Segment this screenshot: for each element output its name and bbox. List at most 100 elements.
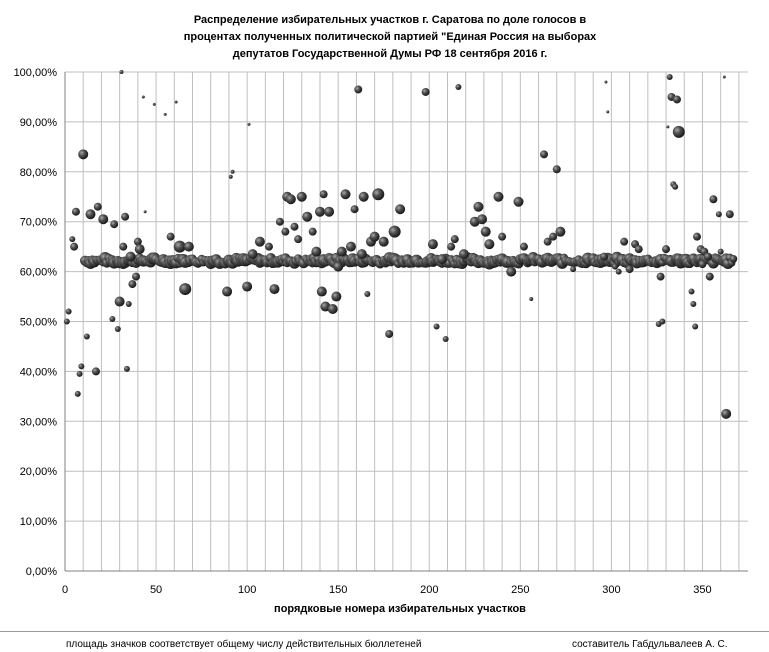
data-point (281, 227, 290, 236)
data-point (247, 122, 251, 126)
data-point (290, 222, 299, 231)
data-point (692, 323, 699, 330)
data-point (93, 202, 102, 211)
data-point (63, 318, 70, 325)
data-point (693, 232, 702, 241)
data-point (70, 242, 79, 251)
data-point (152, 102, 156, 106)
data-point (570, 266, 577, 273)
data-point (717, 248, 724, 255)
data-point (722, 75, 726, 79)
data-point (331, 291, 342, 302)
data-point (455, 83, 462, 90)
data-point (450, 235, 459, 244)
chart-title-line-2: процентах полученных политической партие… (183, 31, 597, 43)
data-point (110, 220, 119, 229)
y-tick-label: 30,00% (20, 416, 58, 428)
data-point (715, 211, 722, 218)
data-point (179, 283, 192, 296)
chart-title-line-1: Распределение избирательных участков г. … (193, 14, 587, 26)
y-tick-label: 20,00% (20, 466, 58, 478)
data-point (121, 212, 130, 221)
data-point (314, 206, 325, 217)
x-tick-label: 100 (238, 584, 256, 596)
data-point (296, 191, 307, 202)
data-point (327, 304, 338, 315)
footer-divider (0, 631, 769, 632)
y-tick-label: 90,00% (20, 117, 58, 129)
data-point (74, 390, 81, 397)
data-point (612, 263, 619, 270)
data-point (721, 408, 732, 419)
data-point (555, 226, 566, 237)
data-point (395, 204, 406, 215)
scatter-chart: 0,00% 10,00% 20,00% 30,00% 40,00% 50,00% 60,00… (14, 67, 748, 596)
data-point (85, 209, 96, 220)
x-tick-label: 150 (329, 584, 347, 596)
data-point (264, 242, 273, 251)
data-point (606, 110, 610, 114)
data-point (709, 195, 718, 204)
data-point (688, 288, 695, 295)
data-point (69, 236, 76, 243)
data-point (354, 85, 363, 94)
data-point (372, 188, 385, 201)
data-point (114, 325, 121, 332)
data-point (388, 225, 401, 238)
data-point (659, 318, 666, 325)
data-point (71, 207, 80, 216)
data-point (119, 242, 128, 251)
data-point (109, 316, 116, 323)
data-point (666, 125, 670, 129)
data-point (76, 370, 83, 377)
x-tick-label: 250 (511, 584, 529, 596)
data-point (294, 235, 303, 244)
data-point (254, 236, 265, 247)
data-point (473, 201, 484, 212)
data-point (672, 95, 681, 104)
data-point (132, 272, 141, 281)
data-point (133, 237, 142, 246)
data-point (529, 297, 534, 302)
data-point (513, 196, 524, 207)
data-point (442, 335, 449, 342)
data-point (672, 183, 679, 190)
y-tick-label: 60,00% (20, 267, 58, 279)
data-point (519, 242, 528, 251)
y-tick-label: 70,00% (20, 217, 58, 229)
x-tick-label: 50 (150, 584, 162, 596)
x-tick-label: 200 (420, 584, 438, 596)
data-point (480, 226, 491, 237)
data-point (477, 214, 488, 225)
data-point (228, 174, 233, 179)
data-point (345, 241, 356, 252)
data-point (78, 363, 85, 370)
data-point (125, 301, 132, 308)
data-point (65, 308, 72, 315)
data-point (634, 245, 643, 254)
y-tick-label: 0,00% (26, 566, 57, 578)
data-point (703, 252, 712, 261)
data-point (421, 87, 430, 96)
data-point (340, 189, 351, 200)
data-point (484, 239, 495, 250)
y-tick-label: 50,00% (20, 317, 58, 329)
data-point (302, 211, 313, 222)
data-point (498, 232, 507, 241)
data-point (125, 251, 136, 262)
data-point (433, 323, 440, 330)
data-point (333, 261, 344, 272)
data-point (725, 210, 734, 219)
data-point (269, 284, 280, 295)
data-point (690, 301, 697, 308)
data-point (166, 232, 175, 241)
data-point (285, 194, 296, 205)
data-point (230, 169, 235, 174)
data-point (143, 210, 147, 214)
data-point (141, 95, 145, 99)
data-point (319, 190, 328, 199)
data-point (447, 242, 456, 251)
data-point (119, 70, 124, 74)
data-point (729, 255, 738, 263)
data-point (698, 260, 707, 269)
